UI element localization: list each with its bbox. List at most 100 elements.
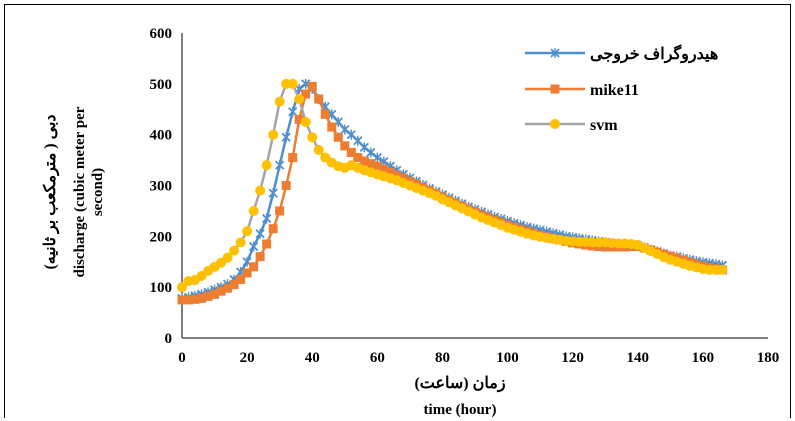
data-point — [320, 109, 330, 119]
series-layer — [177, 78, 728, 305]
data-point — [255, 252, 265, 262]
data-point — [274, 96, 285, 107]
data-point — [197, 293, 207, 303]
legend-swatch-marker — [550, 119, 560, 129]
data-point — [287, 78, 298, 89]
y-tick-label: 200 — [150, 229, 173, 245]
x-tick-label: 0 — [178, 350, 186, 366]
data-point — [210, 289, 220, 299]
data-point — [229, 245, 240, 256]
data-point — [235, 237, 246, 248]
data-point — [340, 141, 350, 151]
data-point — [203, 291, 213, 301]
y-tick-label: 300 — [150, 179, 173, 195]
data-point — [177, 282, 187, 293]
data-point — [184, 295, 194, 305]
data-point — [300, 116, 311, 127]
legend-entry: mike11 — [525, 82, 639, 99]
data-point — [249, 262, 259, 272]
data-point — [275, 160, 285, 171]
data-point — [281, 181, 291, 190]
series-circle — [177, 78, 728, 293]
legend-label: mike11 — [590, 82, 639, 99]
data-point — [216, 286, 226, 296]
legend-entry: هیدروگراف خروجی — [525, 44, 718, 64]
data-point — [262, 213, 272, 224]
legend-label: svm — [590, 117, 618, 134]
data-point — [190, 294, 200, 304]
data-point — [340, 124, 350, 135]
y-tick-label: 100 — [150, 280, 173, 296]
data-point — [307, 81, 317, 91]
x-axis-title-persian: زمان (ساعت) — [414, 375, 505, 393]
x-tick-label: 180 — [757, 350, 780, 366]
y-axis-title-persian: دبی ( مترمکعب بر ثانیه) — [42, 114, 60, 269]
data-point — [301, 89, 311, 99]
data-point — [359, 156, 369, 166]
y-tick-labels: 0 100 200 300 400 500 600 — [150, 26, 173, 347]
data-point — [314, 94, 324, 104]
x-tick-labels: 0 20 40 60 80 100 120 140 160 180 — [178, 350, 779, 366]
data-point — [248, 241, 259, 252]
data-point — [261, 160, 272, 171]
y-tick-label: 400 — [150, 128, 173, 144]
data-point — [255, 228, 265, 239]
data-point — [268, 224, 278, 234]
chart-frame — [4, 4, 791, 418]
data-point — [288, 106, 298, 117]
data-point — [275, 206, 285, 216]
data-point — [281, 132, 291, 143]
y-tick-label: 600 — [150, 26, 173, 42]
data-point — [353, 153, 363, 163]
data-point — [366, 159, 376, 169]
legend: هیدروگراف خروجی mike11 svm — [525, 44, 718, 134]
data-point — [268, 188, 278, 199]
x-tick-label: 160 — [692, 350, 715, 366]
y-tick-label: 500 — [150, 77, 173, 93]
data-point — [248, 205, 259, 216]
x-tick-label: 40 — [305, 350, 320, 366]
data-point — [229, 280, 239, 290]
y-axis-title: دبی ( مترمکعب بر ثانیه) discharge (cubic… — [42, 106, 106, 277]
legend-label: هیدروگراف خروجی — [590, 44, 718, 64]
data-point — [262, 239, 272, 249]
data-point — [242, 268, 252, 278]
legend-swatch-marker — [550, 84, 560, 94]
data-point — [236, 275, 246, 285]
x-tick-label: 80 — [435, 350, 450, 366]
data-point — [379, 164, 389, 174]
data-point — [313, 144, 324, 155]
legend-entry: svm — [525, 117, 618, 134]
data-point — [359, 142, 369, 153]
data-point — [177, 295, 187, 305]
data-point — [717, 264, 728, 275]
data-point — [268, 129, 279, 140]
legend-swatch-marker — [550, 48, 560, 58]
x-tick-label: 60 — [370, 350, 385, 366]
x-tick-label: 100 — [496, 350, 519, 366]
data-point — [392, 170, 402, 180]
axes — [181, 33, 768, 339]
data-point — [223, 283, 233, 293]
x-tick-label: 120 — [561, 350, 584, 366]
data-point — [346, 147, 356, 157]
data-point — [222, 252, 233, 263]
data-point — [385, 167, 395, 177]
y-axis-title-english-1: discharge (cubic meter per — [72, 106, 88, 277]
data-point — [294, 94, 305, 105]
data-point — [242, 226, 253, 237]
data-point — [255, 185, 266, 196]
data-point — [327, 122, 337, 132]
data-point — [288, 153, 298, 163]
data-point — [294, 114, 304, 124]
data-point — [366, 147, 376, 158]
x-axis-title-english: time (hour) — [424, 402, 497, 418]
data-point — [333, 132, 343, 142]
y-tick-label: 0 — [165, 331, 173, 347]
data-point — [372, 161, 382, 171]
x-tick-label: 140 — [627, 350, 650, 366]
x-tick-label: 20 — [240, 350, 255, 366]
y-axis-title-english-2: second) — [90, 168, 106, 216]
data-point — [307, 132, 318, 143]
